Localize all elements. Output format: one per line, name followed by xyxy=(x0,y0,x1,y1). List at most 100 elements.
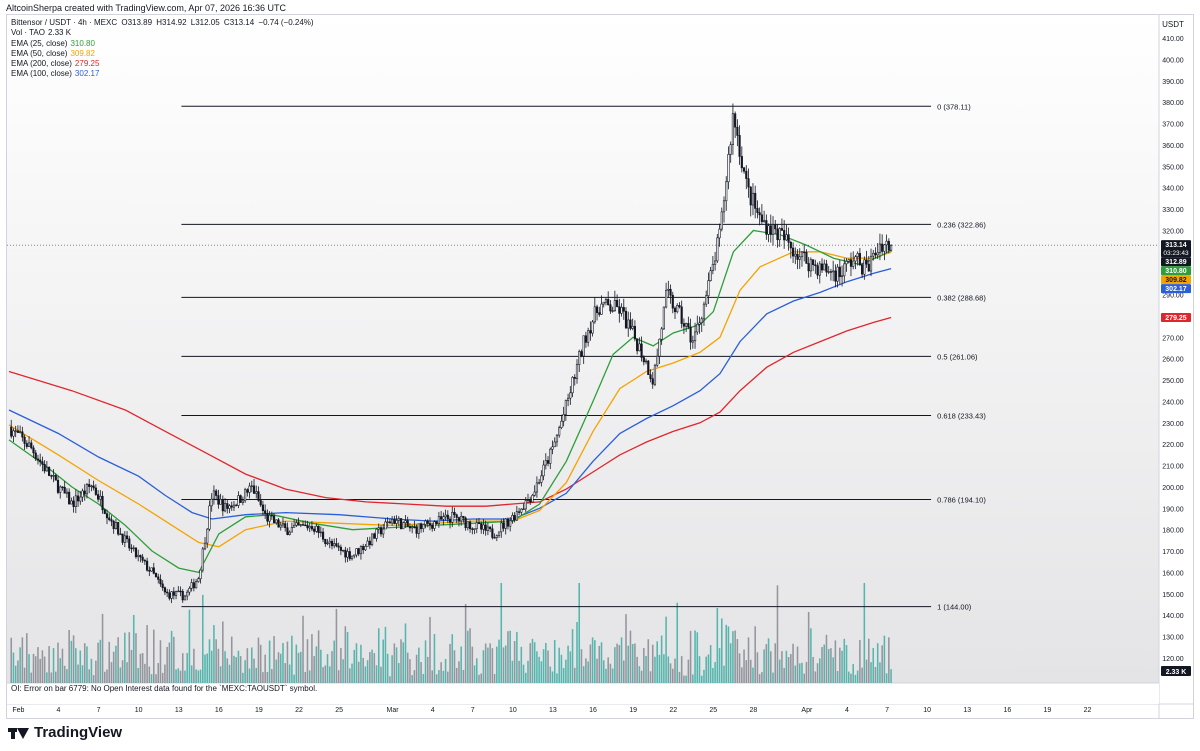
volume-bar xyxy=(533,642,536,683)
candle-body xyxy=(495,535,498,538)
candle-body xyxy=(108,517,111,520)
volume-bar xyxy=(821,647,823,683)
volume-bar xyxy=(645,655,647,683)
candle-body xyxy=(52,475,55,477)
volume-bar xyxy=(883,635,886,683)
volume-bar xyxy=(420,661,422,683)
candle-body xyxy=(125,535,129,540)
price-badge xyxy=(1161,257,1191,267)
candle-body xyxy=(366,540,369,547)
candle-body xyxy=(275,519,278,524)
volume-bar xyxy=(489,643,491,683)
candle-body xyxy=(348,551,351,560)
volume-bar xyxy=(302,615,304,683)
candle-body xyxy=(373,533,376,539)
candle-body xyxy=(105,513,109,519)
volume-bar xyxy=(400,639,402,683)
volume-bar xyxy=(88,669,90,683)
candle-body xyxy=(718,228,721,239)
candle-body xyxy=(800,251,804,258)
legend-ema50-row[interactable]: EMA (50, close) 309.82 xyxy=(11,49,314,59)
fib-level-label: 0.236 (322.86) xyxy=(937,220,986,229)
candle-body xyxy=(513,515,516,521)
volume-bar xyxy=(393,643,396,683)
volume-bar xyxy=(631,644,634,683)
candle-body xyxy=(16,430,19,433)
candle-body xyxy=(74,495,77,507)
volume-bar xyxy=(482,650,485,683)
volume-bar xyxy=(756,652,759,683)
volume-bar xyxy=(578,583,581,683)
footer-brand[interactable]: TradingView xyxy=(8,724,122,741)
volume-bar xyxy=(478,674,480,683)
candle-body xyxy=(836,266,839,282)
ohlc-low: L312.05 xyxy=(190,18,220,27)
candle-body xyxy=(876,252,879,256)
candle-body xyxy=(183,595,187,601)
candle-body xyxy=(887,240,890,251)
volume-bar xyxy=(235,657,237,683)
volume-bar xyxy=(647,639,650,683)
candle-body xyxy=(219,499,222,505)
volume-bar xyxy=(734,630,736,683)
price-tick-label: 390.00 xyxy=(1162,79,1184,86)
candle-body xyxy=(731,113,735,145)
volume-bar xyxy=(264,654,266,683)
legend-ema100-row[interactable]: EMA (100, close) 302.17 xyxy=(11,69,314,79)
volume-bar xyxy=(413,670,416,683)
volume-bar xyxy=(279,653,282,683)
candle-body xyxy=(878,243,882,253)
candle-body xyxy=(121,533,124,543)
legend-volume-row[interactable]: Vol · TAO 2.33 K xyxy=(11,28,314,38)
legend-ema200-row[interactable]: EMA (200, close) 279.25 xyxy=(11,59,314,69)
volume-bar xyxy=(377,628,380,683)
volume-bar xyxy=(355,643,358,683)
volume-bar xyxy=(605,668,607,683)
volume-bar xyxy=(658,654,661,683)
candle-body xyxy=(774,224,777,230)
volume-bar xyxy=(513,641,516,683)
volume-bar xyxy=(14,665,17,683)
candle-body xyxy=(460,515,463,522)
candle-body xyxy=(36,458,40,461)
candle-body xyxy=(134,547,138,558)
volume-bar xyxy=(469,628,471,683)
candle-body xyxy=(252,485,256,494)
volume-bar xyxy=(353,649,356,683)
candle-body xyxy=(50,475,53,477)
volume-bar xyxy=(295,644,298,683)
candle-body xyxy=(417,523,420,534)
volume-bar xyxy=(50,672,53,683)
candle-body xyxy=(350,555,354,560)
brand-name: TradingView xyxy=(34,724,123,741)
volume-bar xyxy=(770,651,772,683)
candle-body xyxy=(649,374,652,379)
volume-bar xyxy=(627,645,630,683)
price-chart[interactable]: 0 (378.11) 0.236 (322.86) 0.382 (288.68) 0.… xyxy=(7,15,1193,718)
volume-bar xyxy=(549,666,552,683)
volume-bar xyxy=(749,659,752,683)
legend-symbol-row[interactable]: Bittensor / USDT · 4h · MEXC O313.89 H31… xyxy=(11,18,314,28)
candle-body xyxy=(43,464,46,472)
volume-bar xyxy=(616,643,618,683)
candle-body xyxy=(391,518,394,524)
volume-bar xyxy=(26,633,28,683)
volume-bar xyxy=(794,665,797,683)
volume-bar xyxy=(119,667,122,683)
candle-body xyxy=(716,237,719,262)
volume-bar xyxy=(783,667,785,683)
candle-body xyxy=(212,490,216,500)
candle-body xyxy=(210,498,213,507)
candle-body xyxy=(34,452,37,460)
candle-body xyxy=(484,524,487,531)
legend-ema25-row[interactable]: EMA (25, close) 310.80 xyxy=(11,39,314,49)
volume-bar xyxy=(66,669,68,683)
candle-body xyxy=(482,524,485,530)
candle-body xyxy=(335,543,338,547)
candle-body xyxy=(250,485,253,487)
volume-bar xyxy=(758,674,761,683)
candle-body xyxy=(139,554,142,558)
chart-frame[interactable]: 0 (378.11) 0.236 (322.86) 0.382 (288.68) 0.… xyxy=(6,14,1194,719)
price-tick-label: 230.00 xyxy=(1162,421,1184,428)
volume-bar xyxy=(796,646,799,683)
